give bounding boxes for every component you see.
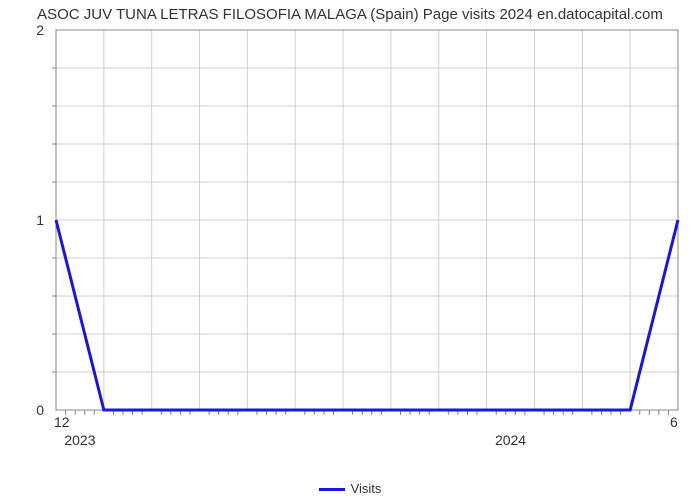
x-edge-left-label: 12 — [54, 414, 70, 430]
gridlines — [56, 30, 678, 410]
x-category-label: 2023 — [64, 432, 95, 448]
y-tick-label: 2 — [24, 22, 44, 38]
chart-svg — [0, 0, 700, 500]
x-edge-right-label: 6 — [670, 414, 678, 430]
legend: Visits — [0, 481, 700, 496]
series-group — [56, 220, 678, 410]
chart-container: { "chart": { "type": "line", "title": "A… — [0, 0, 700, 500]
series-line-visits — [56, 220, 678, 410]
x-category-label: 2024 — [495, 432, 526, 448]
y-tick-label: 0 — [24, 402, 44, 418]
legend-label: Visits — [351, 481, 382, 496]
minor-ticks — [52, 68, 668, 415]
y-tick-label: 1 — [24, 212, 44, 228]
legend-swatch — [319, 488, 345, 491]
